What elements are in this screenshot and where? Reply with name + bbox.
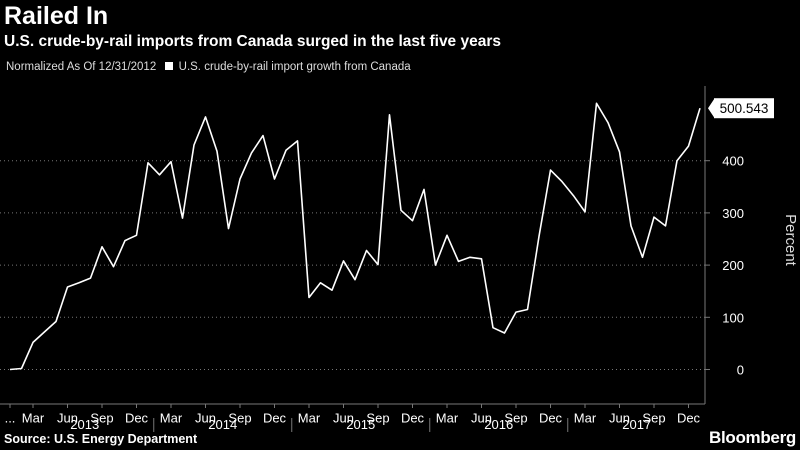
legend-series-label: U.S. crude-by-rail import growth from Ca… [178, 61, 411, 73]
bloomberg-logo: Bloomberg [708, 428, 796, 447]
last-value-label: 500.543 [720, 101, 769, 116]
x-tick-label: Sep [228, 410, 251, 425]
y-axis-ticks: 0 100 200 300 400 [705, 154, 744, 378]
x-tick-label: Sep [504, 410, 527, 425]
y-tick-label: 400 [722, 154, 744, 169]
x-year-label: 2013 [70, 417, 99, 432]
x-tick-label: Jun [471, 410, 492, 425]
x-axis: ... Mar Jun Sep Dec Mar Jun Sep Dec Mar Jun Sep Dec M… [5, 404, 701, 432]
series-line [9, 102, 701, 371]
x-tick-label: Dec [677, 410, 701, 425]
x-tick-label: Jun [333, 410, 354, 425]
legend: Normalized As Of 12/31/2012 U.S. crude-b… [6, 61, 411, 73]
y-axis-label: Percent [782, 214, 799, 267]
last-value-label-group: 500.543 [708, 98, 774, 119]
legend-normalization-note: Normalized As Of 12/31/2012 [6, 61, 157, 73]
x-tick-label: Dec [125, 410, 149, 425]
x-tick-label: Mar [298, 410, 321, 425]
x-tick-label: ... [5, 410, 16, 425]
x-year-label: 2016 [484, 417, 513, 432]
x-tick-label: Sep [642, 410, 665, 425]
x-tick-label: Sep [366, 410, 389, 425]
x-tick-label: Mar [160, 410, 183, 425]
x-tick-label: Mar [574, 410, 597, 425]
x-tick-label: Dec [401, 410, 425, 425]
x-tick-label: Jun [609, 410, 630, 425]
x-tick-label: Jun [195, 410, 216, 425]
y-tick-label: 300 [722, 206, 744, 221]
y-tick-label: 0 [737, 363, 744, 378]
last-value-box [714, 98, 774, 119]
y-tick-label: 200 [722, 258, 744, 273]
x-tick-label: Mar [22, 410, 45, 425]
x-year-label: 2017 [622, 417, 651, 432]
x-tick-label: Dec [263, 410, 287, 425]
y-tick-label: 100 [722, 310, 744, 325]
x-year-label: 2015 [346, 417, 375, 432]
grid [0, 86, 706, 405]
x-tick-label: Mar [436, 410, 459, 425]
last-value-pointer [708, 99, 714, 118]
chart-subtitle: U.S. crude-by-rail imports from Canada s… [4, 33, 501, 50]
x-tick-label: Sep [90, 410, 113, 425]
x-tick-label: Jun [57, 410, 78, 425]
chart-title: Railed In [4, 2, 109, 30]
source-note: Source: U.S. Energy Department [4, 432, 198, 446]
x-year-label: 2014 [208, 417, 237, 432]
x-tick-label: Dec [539, 410, 563, 425]
legend-swatch [165, 62, 174, 70]
